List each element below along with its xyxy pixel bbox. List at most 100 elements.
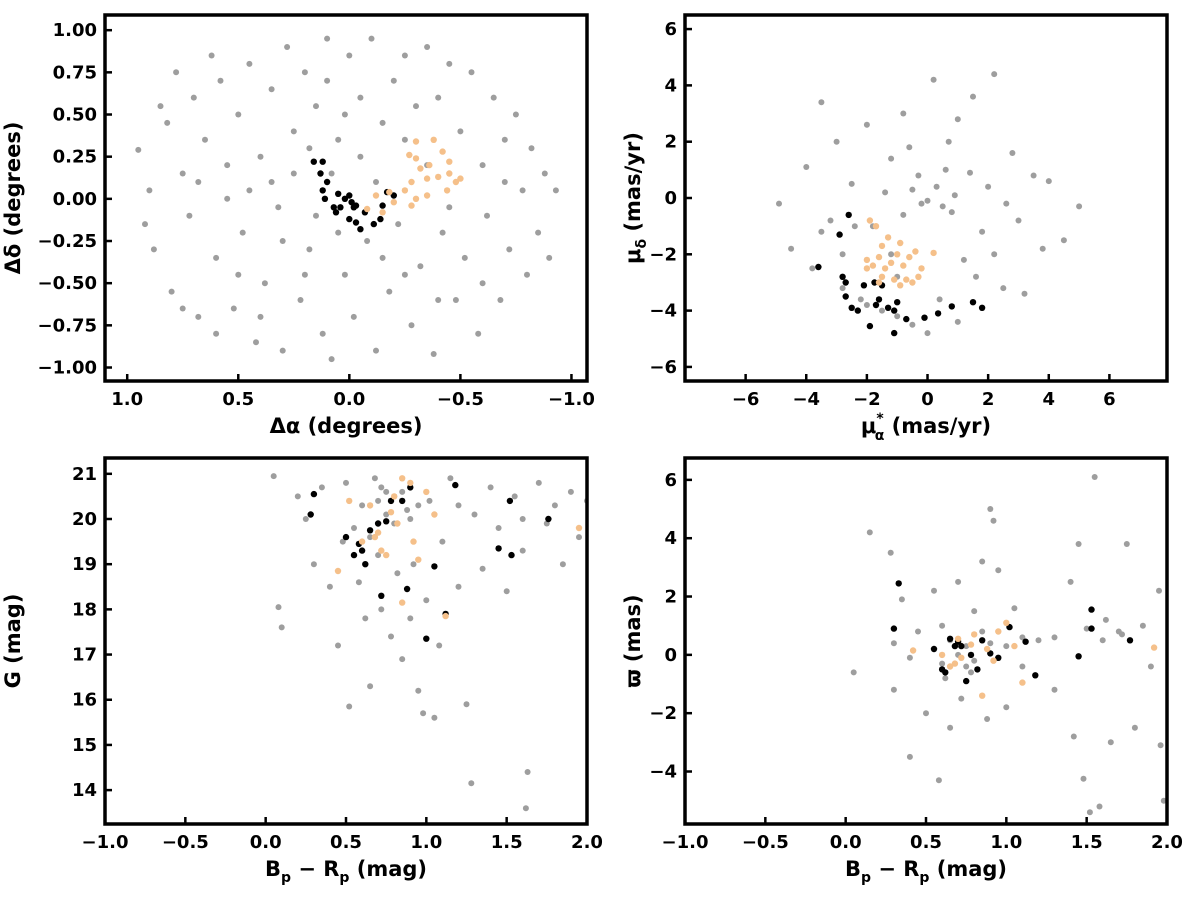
proper-motion-data-point	[939, 203, 946, 210]
parallax-data-point	[923, 710, 929, 717]
sky-data-point	[261, 280, 268, 287]
proper-motion-data-point	[991, 251, 998, 258]
proper-motion-data-point	[1060, 237, 1067, 244]
proper-motion-data-point	[875, 279, 883, 286]
proper-motion-data-point	[930, 76, 937, 83]
proper-motion-x-tick-label: −2	[853, 389, 881, 410]
cmd-x-tick-label: 0.5	[330, 832, 362, 853]
parallax-x-tick-label: −0.5	[742, 832, 789, 853]
proper-motion-data-point	[948, 209, 955, 216]
parallax-data-point	[1091, 474, 1098, 480]
cmd-data-point	[455, 583, 462, 590]
sky-data-point	[519, 187, 526, 194]
parallax-data-point	[1080, 775, 1087, 782]
sky-data-point	[501, 136, 508, 143]
sky-data-point	[310, 158, 317, 165]
parallax-data-point	[1102, 616, 1109, 623]
cmd-data-point	[407, 516, 414, 522]
proper-motion-x-tick-label: 0	[921, 389, 934, 410]
cmd-data-point	[519, 547, 526, 554]
sky-data-point	[346, 192, 353, 199]
proper-motion-data-point	[836, 231, 843, 238]
parallax-data-point	[1019, 663, 1026, 670]
proper-motion-data-point	[776, 200, 782, 207]
parallax-data-point	[906, 753, 913, 760]
cmd-data-point	[358, 538, 366, 545]
cmd-data-point	[503, 588, 510, 595]
sky-data-point	[328, 356, 335, 363]
sky-data-point	[370, 220, 377, 228]
sky-data-point	[373, 179, 379, 185]
proper-motion-data-point	[954, 116, 961, 123]
sky-data-point	[408, 322, 415, 329]
proper-motion-data-point	[894, 251, 901, 258]
proper-motion-data-point	[903, 276, 910, 283]
parallax-data-point	[951, 660, 959, 667]
sky-y-tick-label: 1.00	[53, 20, 97, 41]
parallax-data-point	[1126, 637, 1134, 644]
sky-data-point	[413, 103, 419, 110]
proper-motion-data-point	[936, 296, 943, 303]
sky-data-point	[452, 297, 459, 303]
sky-data-point	[224, 162, 231, 169]
cmd-y-tick-label: 17	[72, 645, 97, 666]
sky-data-point	[364, 238, 371, 244]
proper-motion-data-point	[842, 279, 849, 286]
sky-data-point	[350, 313, 357, 320]
parallax-data-point	[1075, 653, 1082, 660]
cmd-data-point	[423, 488, 430, 496]
parallax-data-point	[971, 608, 978, 615]
cmd-data-point	[439, 538, 446, 545]
proper-motion-data-point	[897, 239, 904, 247]
sky-data-point	[168, 288, 175, 295]
sky-data-point	[535, 229, 542, 236]
sky-data-point	[435, 173, 442, 181]
parallax-data-point	[983, 645, 991, 653]
cmd-data-point	[463, 701, 470, 708]
proper-motion-data-point	[863, 302, 870, 308]
cmd-data-point	[407, 484, 414, 491]
proper-motion-data-point	[900, 110, 907, 117]
sky-data-point	[452, 178, 460, 186]
proper-motion-data-point	[842, 293, 849, 300]
sky-data-point	[546, 254, 553, 261]
parallax-data-point	[1003, 643, 1010, 650]
parallax-data-point	[967, 641, 975, 648]
proper-motion-data-point	[878, 242, 886, 250]
parallax-x-tick-label: 1.5	[1071, 832, 1103, 853]
sky-y-axis-label: Δδ (degrees)	[1, 122, 25, 275]
parallax-x-tick-label: 0.5	[910, 832, 942, 853]
parallax-data-point	[1011, 642, 1018, 650]
parallax-y-axis-label: ϖ (mas)	[621, 594, 645, 687]
proper-motion-data-point	[872, 223, 880, 230]
proper-motion-data-point	[884, 304, 892, 311]
sky-data-point	[406, 151, 413, 159]
proper-motion-data-point	[879, 307, 885, 314]
sky-data-point	[541, 170, 548, 177]
sky-data-point	[424, 44, 431, 50]
sky-data-point	[439, 148, 446, 155]
proper-motion-data-point	[871, 279, 878, 286]
parallax-data-point	[1088, 625, 1095, 632]
parallax-data-point	[1115, 628, 1122, 635]
sky-data-point	[142, 221, 148, 228]
cmd-data-point	[567, 488, 574, 495]
cmd-data-point	[399, 488, 406, 495]
sky-data-point	[297, 297, 304, 303]
sky-data-point	[330, 204, 337, 211]
proper-motion-data-point	[891, 329, 898, 337]
proper-motion-y-tick-label: 4	[664, 75, 677, 96]
proper-motion-data-point	[978, 304, 986, 311]
cmd-x-tick-label: 1.5	[491, 832, 523, 853]
cmd-data-point	[576, 534, 582, 541]
proper-motion-data-point	[894, 299, 901, 306]
cmd-data-point	[410, 561, 417, 568]
parallax-axes-frame	[683, 456, 1169, 826]
sky-data-point	[357, 94, 364, 101]
cmd-data-point	[387, 509, 395, 516]
proper-motion-data-point	[1030, 172, 1037, 179]
sky-data-point	[332, 209, 340, 216]
parallax-data-point	[1096, 803, 1103, 810]
proper-motion-data-point	[833, 138, 840, 145]
proper-motion-data-point	[969, 299, 977, 306]
